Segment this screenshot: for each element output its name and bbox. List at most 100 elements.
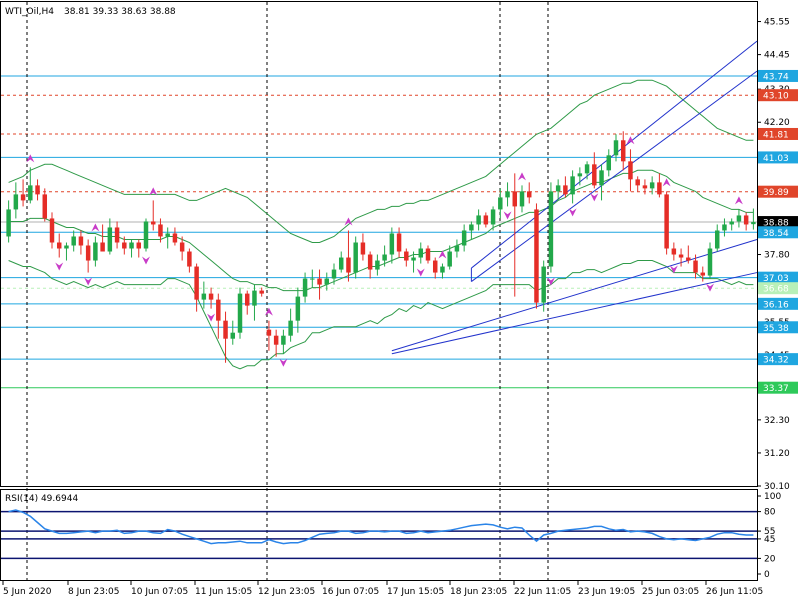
rsi-tick-label-5: 0 — [764, 570, 770, 580]
candle-body-17 — [129, 242, 134, 249]
candle-body-8 — [64, 245, 69, 249]
candle-body-13 — [100, 242, 105, 252]
time-tick-label-6: 17 Jun 15:05 — [387, 587, 444, 597]
candle-body-43 — [317, 278, 322, 285]
chart-header-ohlc: 38.81 39.33 38.63 38.88 — [64, 7, 176, 17]
price-tick-label-7: 37.80 — [764, 251, 790, 261]
price-tick-label-3: 42.20 — [764, 118, 790, 128]
candle-body-102 — [743, 215, 749, 225]
candle-body-9 — [71, 236, 76, 246]
candle-body-25 — [187, 251, 192, 267]
candle-body-98 — [714, 230, 720, 249]
time-tick-label-1: 8 Jun 23:05 — [68, 587, 119, 597]
candle-body-24 — [179, 242, 185, 252]
price-tag-label-12: 33.37 — [763, 384, 789, 394]
candle-body-37 — [273, 335, 279, 345]
candle-body-51 — [375, 260, 380, 270]
price-tag-8 — [758, 282, 798, 295]
candle-body-18 — [136, 242, 142, 249]
candle-body-86 — [628, 161, 633, 180]
candle-body-85 — [620, 140, 626, 162]
candle-body-21 — [158, 224, 163, 237]
price-tag-1 — [758, 89, 798, 102]
candle-body-48 — [353, 242, 358, 273]
candle-body-90 — [657, 182, 662, 195]
candle-body-11 — [85, 245, 91, 261]
candle-body-38 — [281, 335, 286, 345]
candle-body-97 — [707, 248, 713, 276]
candle-body-81 — [592, 164, 597, 186]
candle-body-14 — [107, 227, 113, 252]
candle-body-89 — [649, 182, 655, 189]
candle-body-16 — [122, 242, 127, 249]
fractal-down-7 — [546, 277, 555, 286]
candle-body-2 — [20, 194, 26, 201]
candle-body-73 — [534, 209, 539, 303]
candle-body-64 — [469, 224, 474, 231]
rsi-tick-label-2: 55 — [764, 527, 775, 537]
candle-body-4 — [35, 185, 40, 195]
candle-body-60 — [440, 266, 445, 273]
rsi-tick-label-4: 20 — [764, 554, 776, 564]
fractal-up-4 — [344, 217, 353, 226]
candle-body-19 — [143, 221, 149, 249]
candle-body-65 — [476, 215, 481, 225]
rsi-label: RSI(14) 49.6944 — [5, 494, 78, 504]
candle-body-88 — [642, 185, 648, 189]
channel-line-2 — [391, 239, 758, 352]
price-tag-label-4: 39.89 — [763, 188, 789, 198]
price-tag-label-6: 38.54 — [763, 229, 789, 239]
candle-body-62 — [454, 245, 460, 252]
candle-body-70 — [512, 191, 518, 207]
candle-body-42 — [310, 278, 315, 280]
time-tick-label-0: 5 Jun 2020 — [3, 587, 52, 597]
candle-body-61 — [447, 251, 452, 267]
price-tick-label-14: 30.10 — [764, 482, 790, 492]
fractal-down-1 — [84, 277, 93, 286]
candle-body-27 — [201, 293, 207, 300]
fractal-down-11 — [706, 283, 714, 292]
candle-body-53 — [389, 233, 395, 255]
candle-body-45 — [331, 269, 337, 279]
channel-line-3 — [391, 272, 758, 355]
fractal-down-5 — [416, 268, 425, 277]
candle-body-5 — [42, 194, 48, 219]
candle-body-3 — [28, 185, 33, 201]
fractal-up-3 — [264, 307, 273, 316]
fractal-down-8 — [568, 208, 577, 217]
price-tick-label-12: 32.30 — [764, 416, 790, 426]
candle-body-67 — [490, 209, 496, 225]
candle-body-77 — [563, 185, 568, 195]
candle-body-66 — [483, 215, 489, 225]
candle-body-10 — [78, 236, 84, 246]
fractal-up-6 — [518, 172, 526, 181]
candle-body-63 — [461, 230, 467, 246]
candle-body-31 — [230, 332, 236, 339]
price-tag-label-7: 37.03 — [763, 274, 789, 284]
price-panel-frame — [0, 1, 758, 487]
bollinger-upper — [8, 79, 754, 243]
candle-body-56 — [411, 257, 416, 261]
fractal-down-0 — [55, 262, 64, 271]
candle-body-50 — [367, 254, 373, 270]
price-tag-label-10: 35.38 — [763, 324, 789, 334]
candle-body-22 — [165, 233, 170, 237]
candle-body-80 — [584, 164, 590, 174]
candle-body-29 — [216, 299, 221, 321]
rsi-panel-frame — [0, 489, 758, 581]
candle-body-78 — [570, 176, 575, 195]
fractal-down-4 — [279, 358, 288, 367]
fractal-down-6 — [503, 211, 512, 220]
candle-body-26 — [194, 266, 199, 300]
fractal-up-2 — [149, 187, 158, 196]
candle-body-99 — [722, 224, 727, 231]
candle-body-52 — [382, 254, 387, 261]
fractal-down-9 — [590, 193, 599, 202]
candle-body-75 — [548, 191, 554, 267]
candle-body-58 — [425, 248, 431, 261]
rsi-tick-label-0: 100 — [764, 492, 781, 502]
